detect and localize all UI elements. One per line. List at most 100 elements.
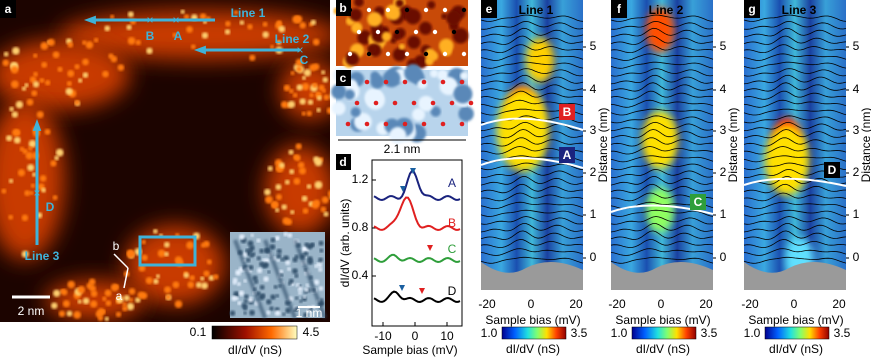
waterfall-curve	[743, 137, 847, 147]
label: b	[339, 1, 346, 15]
label: dI/dV (nS)	[636, 342, 690, 356]
atom	[282, 217, 290, 225]
atom	[104, 25, 111, 32]
atom	[57, 66, 63, 72]
atom	[102, 70, 109, 78]
atom	[31, 172, 37, 177]
label: Line 2	[275, 32, 310, 46]
blob	[395, 0, 404, 8]
atom	[224, 29, 231, 35]
atom	[301, 75, 306, 80]
atom	[280, 101, 289, 109]
waterfall-curve	[610, 53, 714, 61]
atom	[41, 187, 46, 193]
atom	[10, 80, 19, 89]
waterfall-curve	[480, 216, 584, 225]
atom	[276, 40, 282, 45]
waterfall-curve	[743, 230, 847, 240]
site	[385, 7, 391, 13]
waterfall-curve	[743, 209, 847, 217]
atom	[275, 183, 282, 190]
atom	[123, 295, 130, 302]
label: dI/dV (nS)	[769, 342, 823, 356]
arrow-head	[194, 45, 206, 55]
label-box	[559, 104, 575, 120]
blob	[382, 69, 401, 88]
blob	[357, 30, 372, 45]
waterfall-curve	[480, 168, 584, 178]
inset-atom	[303, 312, 308, 318]
site	[356, 29, 362, 35]
atom	[312, 38, 320, 46]
blob	[398, 43, 405, 50]
site	[461, 7, 467, 13]
atom	[190, 44, 196, 50]
atom	[287, 100, 296, 109]
atom	[186, 241, 195, 250]
waterfall-curve	[480, 201, 584, 209]
atom	[31, 90, 38, 97]
waterfall-curve	[480, 74, 584, 85]
waterfall-curve	[610, 121, 714, 132]
label: dI/dV (arb. units)	[338, 199, 352, 288]
waterfall-curve	[480, 35, 584, 45]
atom	[206, 259, 212, 265]
label: B	[146, 29, 155, 43]
site	[394, 29, 400, 35]
waterfall-curve	[610, 230, 714, 240]
atom	[279, 162, 285, 169]
blob	[392, 47, 407, 62]
atom	[2, 59, 10, 67]
label: Sample bias (mV)	[362, 343, 457, 357]
label: Line 1	[231, 6, 266, 20]
label: -20	[608, 297, 626, 311]
waterfall-curve	[480, 53, 584, 61]
atom	[73, 311, 82, 319]
atom	[134, 297, 141, 303]
atom	[321, 88, 326, 93]
site	[432, 29, 438, 35]
atom	[58, 310, 66, 317]
blob	[354, 0, 364, 7]
atom	[115, 311, 122, 318]
label: 0	[412, 329, 419, 343]
waterfall-curve	[610, 68, 714, 77]
waterfall-curve	[743, 53, 847, 61]
atom	[122, 302, 127, 307]
waterfall-curve	[743, 44, 847, 54]
label: D	[828, 163, 837, 177]
atom	[122, 305, 128, 312]
site	[442, 7, 448, 13]
blob	[429, 69, 439, 78]
atom	[208, 275, 215, 281]
site	[366, 7, 372, 13]
waterfall-curve	[610, 168, 714, 178]
inset-atom	[236, 282, 241, 286]
waterfall-curve	[480, 230, 584, 240]
atom	[289, 88, 294, 94]
inset-atom	[263, 261, 269, 268]
waterfall-curve	[743, 223, 847, 233]
label: 0	[853, 250, 860, 264]
waterfall-curve	[610, 61, 714, 69]
atom	[172, 32, 177, 38]
atom	[29, 190, 34, 195]
inset-atom	[305, 283, 310, 287]
label: 3.5	[571, 326, 588, 340]
atom	[127, 37, 136, 45]
atom	[172, 281, 180, 289]
waterfall-curve	[743, 129, 847, 139]
label: Distance (nm)	[859, 108, 871, 183]
inset-atom	[256, 238, 261, 243]
label: dI/dV (nS)	[228, 343, 282, 357]
inset-atom	[249, 309, 255, 316]
waterfall-curve	[610, 248, 714, 256]
atom	[295, 58, 304, 67]
site	[459, 121, 465, 127]
atom	[54, 155, 59, 161]
atom	[66, 310, 73, 317]
atom	[152, 228, 158, 234]
atom	[292, 92, 298, 98]
inset-atom	[258, 294, 265, 301]
